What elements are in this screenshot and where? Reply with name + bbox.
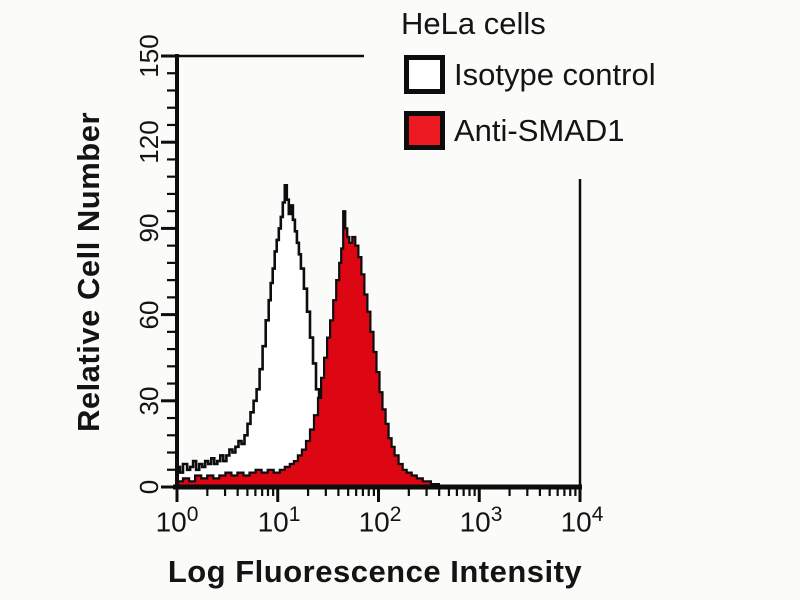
anti-smad1-swatch-icon [404,111,445,150]
legend-label: Isotype control [454,56,656,92]
x-tick-label-1e1: 101 [257,503,301,538]
x-tick-label-1e3: 103 [459,503,503,538]
y-tick-label-150: 150 [134,34,164,78]
legend-item-anti-smad1: Anti-SMAD1 [404,111,625,150]
isotype-control-swatch-icon [404,55,445,94]
legend-label: Anti-SMAD1 [454,112,625,148]
chart-title: HeLa cells [401,6,546,41]
y-tick-label-120: 120 [134,120,164,164]
y-axis-title: Relative Cell Number [71,111,106,433]
y-tick-label-60: 60 [134,300,164,330]
histogram-anti-smad1 [175,210,440,489]
x-tick-label-1e4: 104 [560,503,604,538]
x-tick-label-1e0: 100 [155,503,199,538]
x-axis-title: Log Fluorescence Intensity [167,554,583,589]
x-tick-label-1e2: 102 [358,503,402,538]
y-tick-label-90: 90 [134,213,164,243]
y-tick-label-0: 0 [134,479,164,495]
legend-item-isotype-control: Isotype control [404,55,656,94]
y-tick-label-30: 30 [134,386,164,416]
